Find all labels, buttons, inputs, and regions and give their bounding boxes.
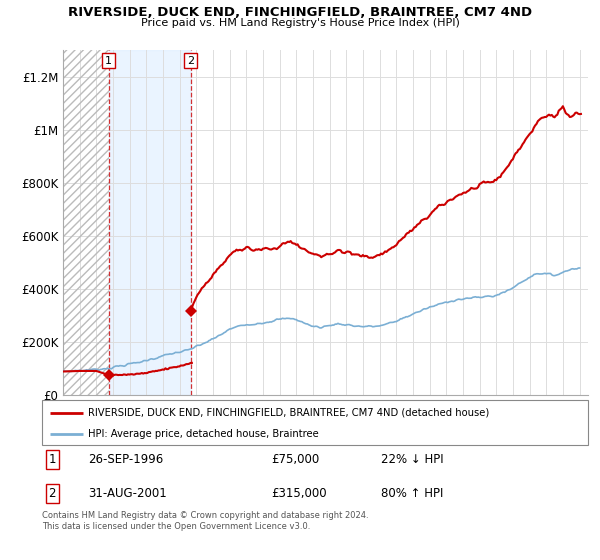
Text: RIVERSIDE, DUCK END, FINCHINGFIELD, BRAINTREE, CM7 4ND: RIVERSIDE, DUCK END, FINCHINGFIELD, BRAI… <box>68 6 532 18</box>
Text: £315,000: £315,000 <box>271 487 327 501</box>
Bar <box>63 50 109 395</box>
Text: 31-AUG-2001: 31-AUG-2001 <box>88 487 167 501</box>
Text: HPI: Average price, detached house, Braintree: HPI: Average price, detached house, Brai… <box>88 429 319 439</box>
Text: 1: 1 <box>105 55 112 66</box>
Text: RIVERSIDE, DUCK END, FINCHINGFIELD, BRAINTREE, CM7 4ND (detached house): RIVERSIDE, DUCK END, FINCHINGFIELD, BRAI… <box>88 408 490 418</box>
Text: 2: 2 <box>187 55 194 66</box>
Text: 1: 1 <box>49 453 56 466</box>
Text: 22% ↓ HPI: 22% ↓ HPI <box>380 453 443 466</box>
FancyBboxPatch shape <box>42 400 588 445</box>
Text: This data is licensed under the Open Government Licence v3.0.: This data is licensed under the Open Gov… <box>42 522 310 531</box>
Text: Price paid vs. HM Land Registry's House Price Index (HPI): Price paid vs. HM Land Registry's House … <box>140 18 460 28</box>
Text: Contains HM Land Registry data © Crown copyright and database right 2024.: Contains HM Land Registry data © Crown c… <box>42 511 368 520</box>
Bar <box>109 50 191 395</box>
Text: 26-SEP-1996: 26-SEP-1996 <box>88 453 164 466</box>
Text: 80% ↑ HPI: 80% ↑ HPI <box>380 487 443 501</box>
Bar <box>63 50 109 395</box>
Text: 2: 2 <box>49 487 56 501</box>
Text: £75,000: £75,000 <box>271 453 320 466</box>
